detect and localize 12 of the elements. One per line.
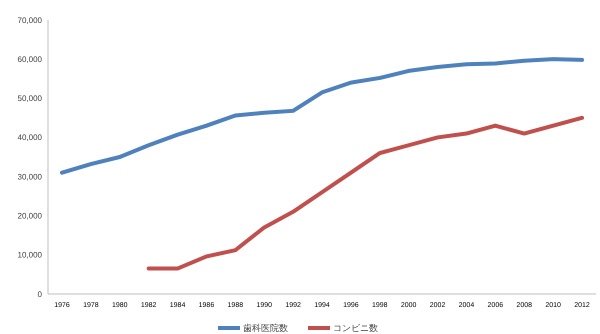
line-series: [146, 116, 584, 271]
y-tick-label: 70,000: [18, 16, 43, 25]
y-tick-label: 40,000: [18, 133, 43, 142]
y-tick-label: 50,000: [18, 94, 43, 104]
legend-label: 歯科医院数: [243, 323, 288, 334]
y-tick-label: 20,000: [18, 212, 43, 221]
line-series: [60, 57, 584, 175]
legend-label: コンビニ数: [333, 323, 378, 334]
y-tick-label: 60,000: [18, 54, 43, 64]
y-tick-label: 30,000: [18, 172, 43, 182]
y-tick-label: 10,000: [18, 250, 43, 260]
y-tick-label: 0: [38, 290, 43, 299]
